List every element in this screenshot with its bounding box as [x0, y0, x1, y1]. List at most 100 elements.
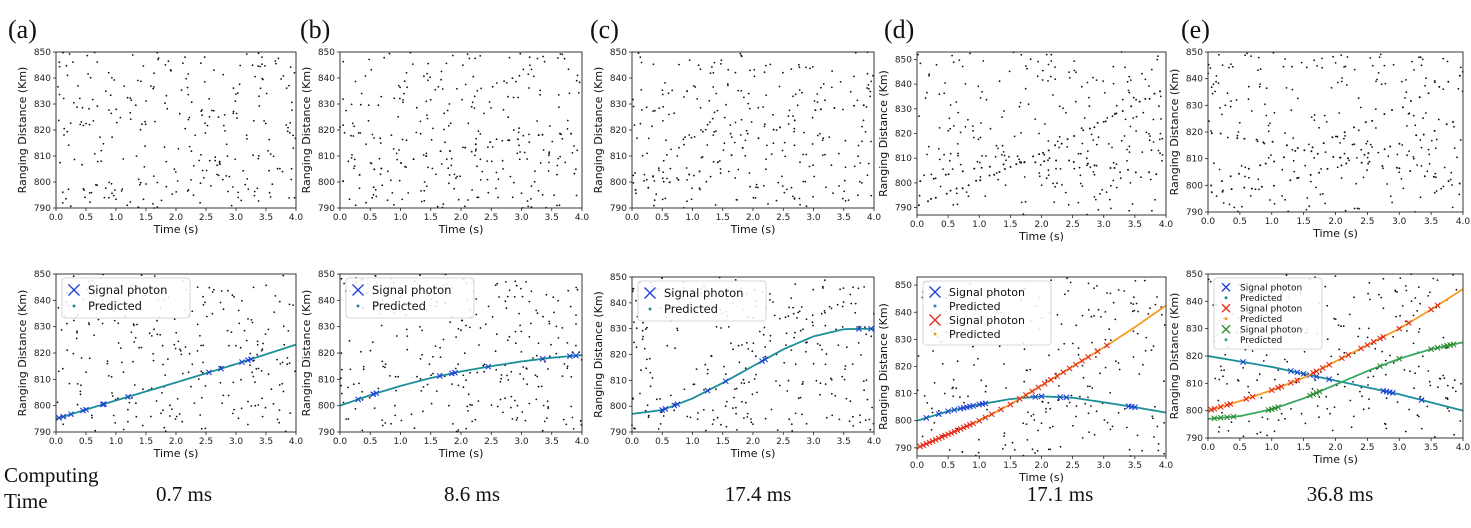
noise-point [1285, 87, 1288, 89]
noise-point [715, 130, 717, 133]
noise-point [1144, 78, 1147, 81]
noise-point [460, 329, 462, 332]
noise-point [274, 60, 277, 62]
noise-point [1082, 376, 1085, 379]
noise-point [787, 115, 790, 117]
noise-point [1153, 436, 1155, 438]
signal-point [1220, 180, 1223, 183]
noise-point [423, 181, 426, 183]
noise-point [58, 61, 61, 64]
signal-point [772, 128, 775, 131]
noise-point [237, 196, 240, 199]
noise-point [285, 87, 288, 89]
noise-point [1446, 397, 1449, 400]
y-tick-label: 800 [895, 179, 912, 189]
noise-point [819, 132, 821, 135]
noise-point [140, 274, 143, 276]
noise-point [244, 183, 247, 186]
noise-point [824, 153, 826, 156]
noise-point [513, 295, 516, 298]
noise-points [56, 273, 296, 433]
noise-point [113, 79, 116, 81]
signal-point [1113, 113, 1116, 115]
noise-point [444, 141, 446, 144]
noise-point [957, 154, 959, 157]
noise-point [834, 394, 837, 397]
x-tick-label: 0.5 [655, 437, 669, 447]
x-axis-label: Time (s) [438, 447, 484, 460]
noise-point [651, 125, 653, 128]
noise-point [819, 393, 821, 396]
noise-point [465, 324, 467, 327]
noise-point [269, 153, 272, 156]
noise-point [372, 186, 375, 189]
noise-point [256, 340, 259, 343]
noise-point [1047, 159, 1049, 162]
noise-point [1359, 390, 1361, 393]
noise-point [517, 96, 519, 99]
noise-point [471, 404, 473, 406]
x-axis-label: Time (s) [730, 447, 776, 460]
noise-point [1101, 188, 1104, 191]
noise-point [1056, 140, 1059, 143]
noise-point [765, 64, 767, 67]
noise-point [390, 134, 393, 137]
noise-point [699, 188, 701, 191]
noise-point [1059, 445, 1062, 448]
noise-point [1081, 437, 1084, 439]
noise-point [1414, 372, 1416, 375]
noise-point [1079, 174, 1082, 177]
signal-point [1072, 161, 1075, 163]
noise-point [386, 199, 389, 202]
noise-point [805, 318, 808, 321]
noise-point [1036, 75, 1039, 78]
noise-point [1003, 435, 1005, 437]
noise-point [870, 335, 873, 338]
noise-point [1426, 405, 1429, 408]
noise-point [1074, 100, 1077, 103]
noise-point [217, 174, 220, 177]
noise-point [257, 200, 260, 202]
noise-point [869, 95, 872, 98]
noise-point [422, 386, 425, 388]
signal-photon-marker [976, 417, 983, 424]
noise-point [694, 86, 697, 88]
noise-point [405, 72, 408, 74]
signal-point [1159, 90, 1161, 93]
noise-point [1330, 355, 1333, 358]
noise-point [1004, 444, 1007, 446]
signal-point [779, 126, 781, 129]
noise-point [234, 344, 237, 347]
signal-point [537, 134, 540, 137]
noise-point [1221, 411, 1223, 414]
noise-point [169, 404, 171, 407]
noise-point [369, 349, 372, 352]
signal-point [1367, 152, 1370, 155]
noise-point [725, 400, 728, 403]
noise-point [360, 350, 362, 353]
noise-point [952, 61, 955, 64]
signal-point [1260, 185, 1263, 188]
noise-point [176, 398, 179, 400]
noise-point [859, 414, 861, 416]
noise-point [1045, 407, 1047, 410]
noise-point [178, 413, 181, 415]
noise-point [734, 121, 737, 124]
noise-point [1369, 57, 1372, 59]
noise-point [1265, 354, 1268, 357]
noise-point [1040, 422, 1043, 425]
signal-point [1003, 168, 1006, 170]
noise-point [712, 71, 715, 74]
noise-point [755, 183, 758, 186]
noise-point [518, 127, 520, 130]
noise-point [256, 343, 259, 346]
noise-point [279, 363, 282, 365]
noise-point [1410, 300, 1413, 302]
noise-point [1426, 170, 1429, 173]
noise-point [258, 95, 260, 98]
noise-point [646, 326, 648, 329]
noise-point [451, 54, 454, 57]
noise-point [844, 139, 847, 142]
noise-point [396, 158, 398, 161]
noise-point [1256, 432, 1259, 435]
